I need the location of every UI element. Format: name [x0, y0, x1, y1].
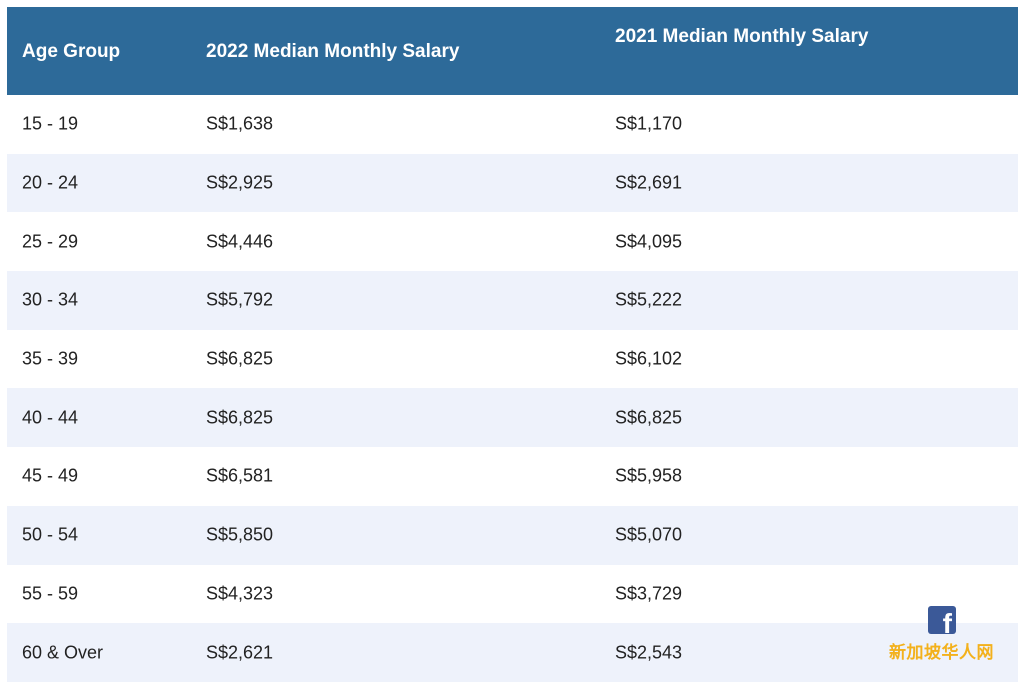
age-group-cell: 60 & Over [22, 642, 104, 663]
table-row: 30 - 34 S$5,792 S$5,222 [7, 271, 1018, 330]
header-2021-salary: 2021 Median Monthly Salary [615, 26, 869, 47]
header-age-group: Age Group [22, 41, 121, 62]
table-row: 15 - 19 S$1,638 S$1,170 [7, 95, 1018, 154]
facebook-letter: f [942, 608, 952, 635]
salary-2022-cell: S$6,581 [206, 465, 274, 486]
age-group-cell: 40 - 44 [22, 407, 79, 428]
age-group-cell: 55 - 59 [22, 583, 79, 604]
salary-2022-cell: S$1,638 [206, 113, 274, 134]
salary-2022-cell: S$2,621 [206, 642, 274, 663]
header-2022-salary: 2022 Median Monthly Salary [206, 41, 460, 62]
salary-2022-cell: S$4,323 [206, 583, 274, 604]
salary-2022-cell: S$5,850 [206, 524, 274, 545]
salary-2021-cell: S$5,958 [615, 465, 683, 486]
table-row: 40 - 44 S$6,825 S$6,825 [7, 388, 1018, 448]
watermark-text: 新加坡华人网 [889, 643, 994, 663]
table-header: Age Group 2022 Median Monthly Salary 202… [7, 7, 1018, 95]
age-group-cell: 25 - 29 [22, 231, 79, 252]
table-row: 20 - 24 S$2,925 S$2,691 [7, 153, 1018, 213]
salary-2021-cell: S$5,222 [615, 289, 683, 310]
salary-2021-cell: S$6,102 [615, 348, 683, 369]
salary-2021-cell: S$5,070 [615, 524, 683, 545]
age-group-cell: 15 - 19 [22, 113, 79, 134]
salary-2022-cell: S$6,825 [206, 407, 274, 428]
age-group-cell: 35 - 39 [22, 348, 79, 369]
table-row: 35 - 39 S$6,825 S$6,102 [7, 330, 1018, 389]
table-row: 25 - 29 S$4,446 S$4,095 [7, 212, 1018, 271]
age-group-cell: 50 - 54 [22, 524, 79, 545]
salary-2021-cell: S$3,729 [615, 583, 683, 604]
table-row: 45 - 49 S$6,581 S$5,958 [7, 447, 1018, 506]
salary-2022-cell: S$2,925 [206, 172, 274, 193]
facebook-icon[interactable]: f [928, 606, 956, 634]
salary-2021-cell: S$6,825 [615, 407, 683, 428]
age-group-cell: 20 - 24 [22, 172, 79, 193]
salary-table: Age Group 2022 Median Monthly Salary 202… [7, 7, 1018, 682]
salary-2022-cell: S$4,446 [206, 231, 274, 252]
watermark: f 新加坡华人网 [889, 604, 999, 664]
age-group-cell: 45 - 49 [22, 465, 79, 486]
table-row: 60 & Over S$2,621 S$2,543 [7, 623, 1018, 682]
salary-2021-cell: S$2,691 [615, 172, 683, 193]
table-row: 50 - 54 S$5,850 S$5,070 [7, 505, 1018, 565]
age-group-cell: 30 - 34 [22, 289, 79, 310]
salary-2021-cell: S$2,543 [615, 642, 683, 663]
salary-2022-cell: S$6,825 [206, 348, 274, 369]
salary-2021-cell: S$1,170 [615, 113, 683, 134]
salary-2022-cell: S$5,792 [206, 289, 274, 310]
table-row: 55 - 59 S$4,323 S$3,729 [7, 565, 1018, 624]
salary-2021-cell: S$4,095 [615, 231, 683, 252]
